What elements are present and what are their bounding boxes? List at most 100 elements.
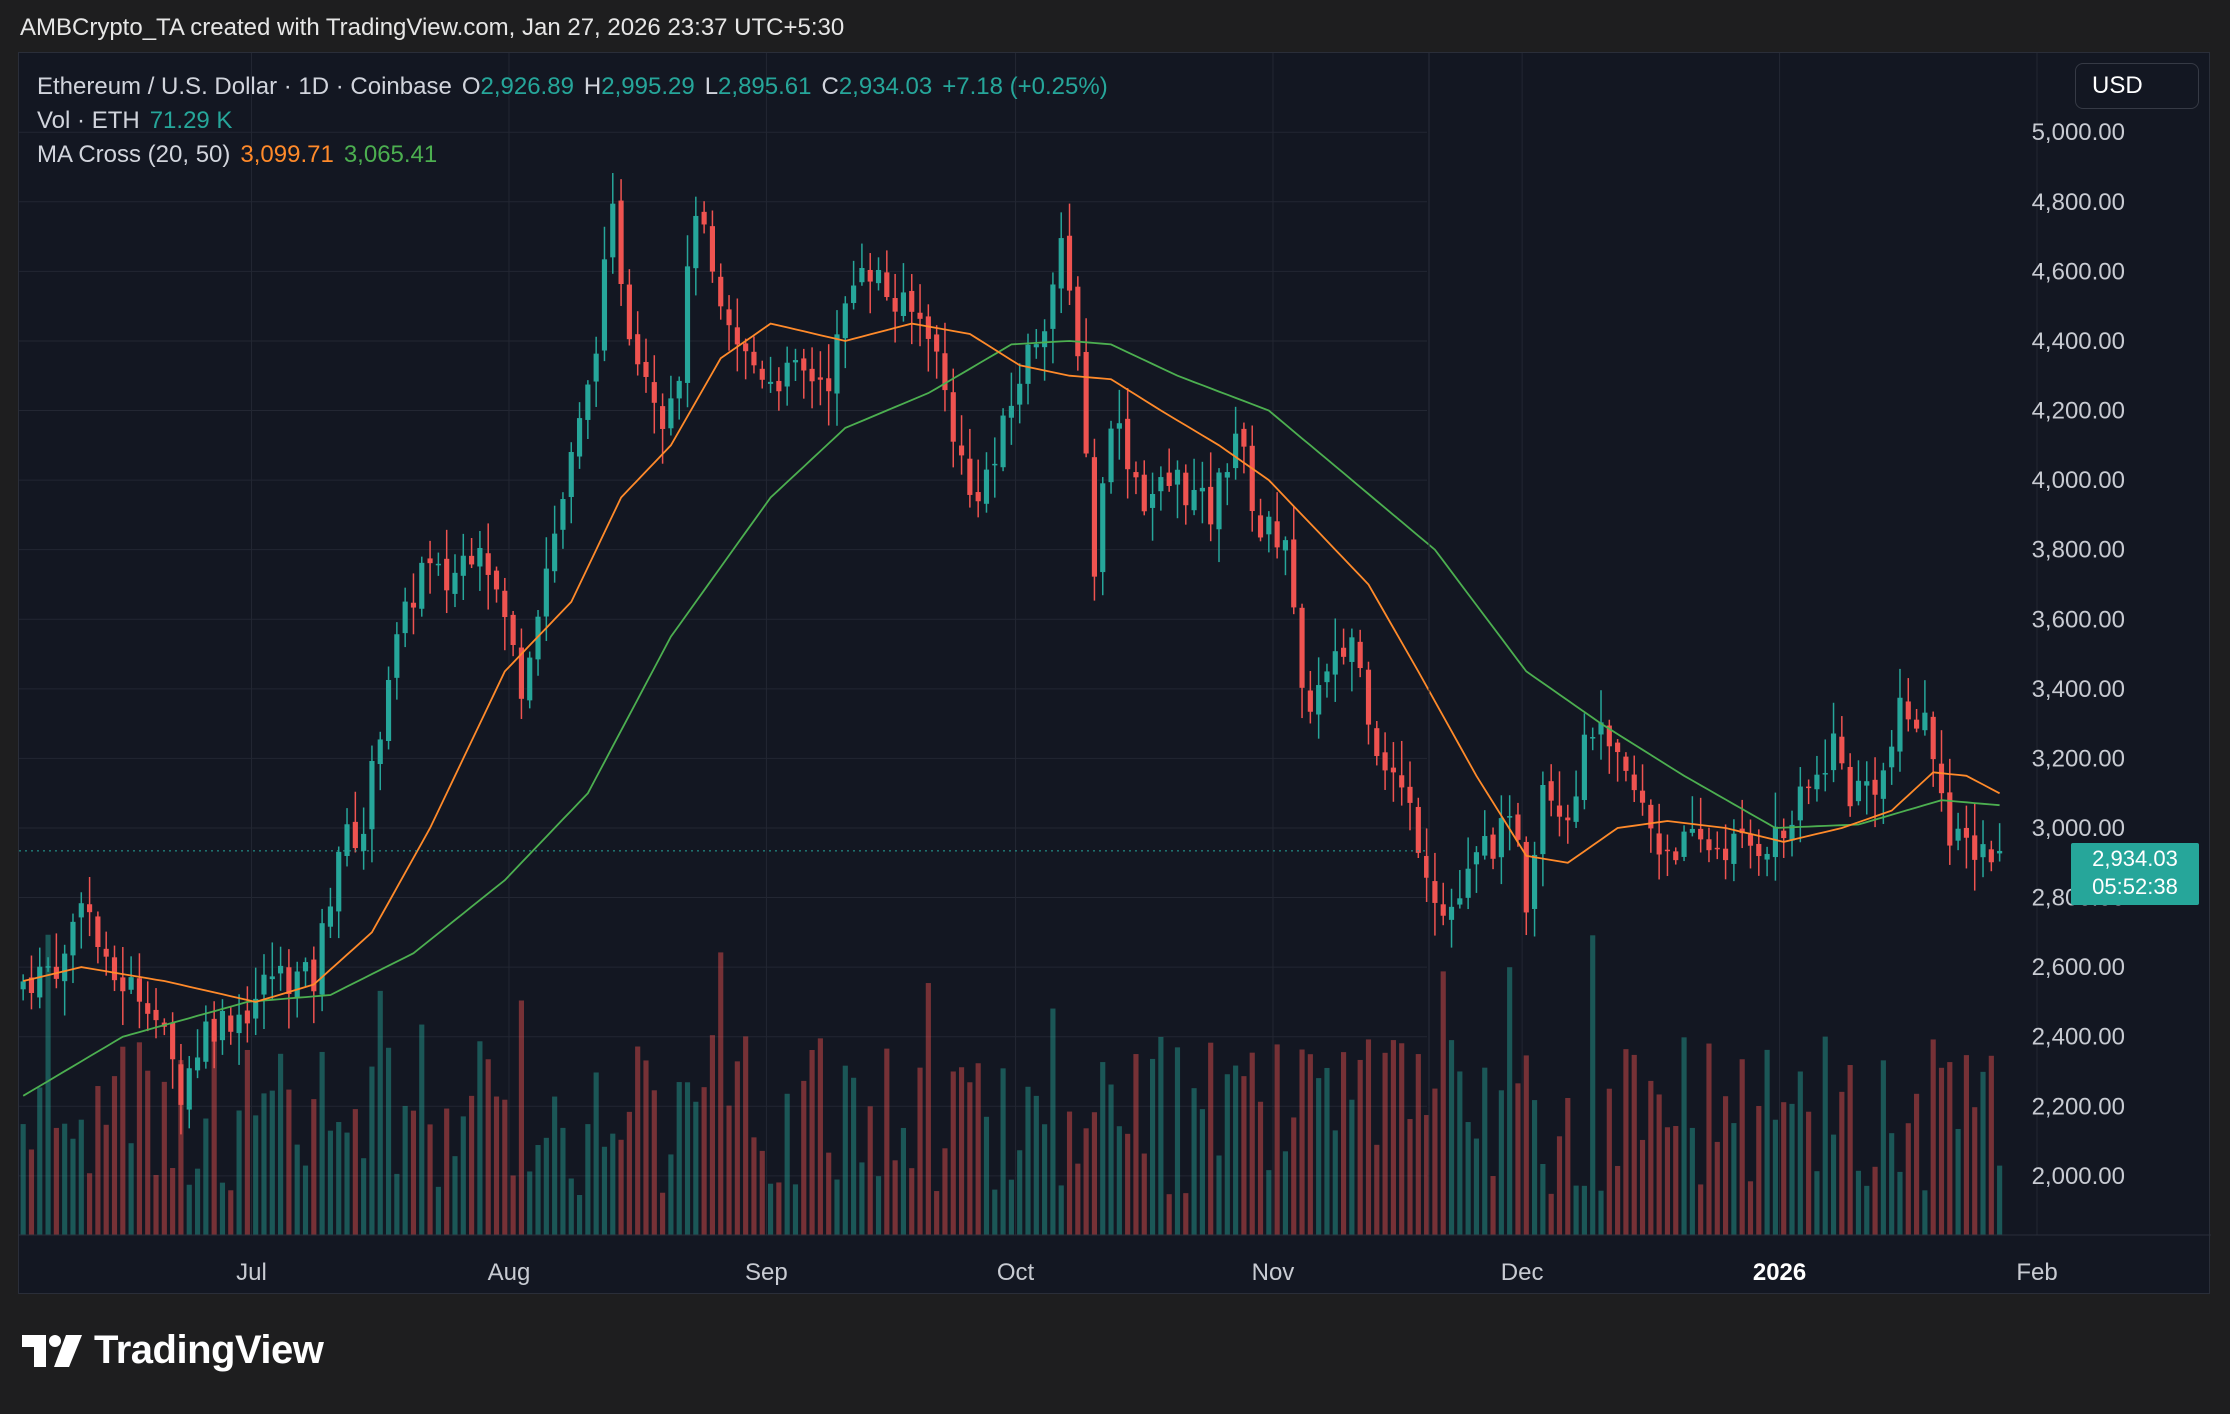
price-tick-label: 4,000.00: [2032, 467, 2125, 494]
symbol-title[interactable]: Ethereum / U.S. Dollar · 1D · Coinbase: [37, 73, 452, 100]
candle-body: [834, 334, 840, 394]
volume-bar: [253, 1115, 259, 1235]
candle-body: [120, 977, 126, 992]
volume-bar: [726, 1105, 732, 1235]
volume-bar: [327, 1130, 333, 1235]
volume-bar: [967, 1082, 973, 1235]
tradingview-logo[interactable]: TradingView: [22, 1328, 324, 1373]
price-tick-label: 4,400.00: [2032, 328, 2125, 355]
volume-bar: [1125, 1133, 1131, 1235]
candle-body: [319, 923, 325, 995]
volume-bar: [1291, 1117, 1297, 1235]
volume-bar: [1664, 1127, 1671, 1235]
volume-bar: [1457, 1071, 1463, 1235]
volume-bar: [576, 1194, 583, 1235]
volume-bar: [759, 1150, 765, 1235]
price-tick-label: 4,800.00: [2032, 189, 2125, 216]
volume-bar: [651, 1090, 657, 1235]
volume-bar: [1482, 1067, 1488, 1235]
candle-body: [1590, 737, 1596, 739]
candle-body: [1498, 818, 1504, 858]
volume-bar: [1307, 1054, 1313, 1235]
candle-body: [1332, 651, 1338, 675]
candle-body: [1955, 828, 1961, 841]
candle-body: [1623, 756, 1629, 771]
candle-body: [1224, 472, 1230, 478]
volume-bar: [1158, 1036, 1164, 1235]
volume-bar: [1698, 1184, 1704, 1235]
candle-body: [1548, 781, 1554, 801]
volume-bar: [676, 1082, 682, 1235]
volume-bar: [244, 1049, 250, 1235]
candle-body: [543, 568, 549, 617]
candle-body: [1448, 906, 1455, 920]
candle-body: [917, 312, 923, 319]
volume-bar: [635, 1046, 641, 1235]
candle-body: [1473, 852, 1480, 865]
volume-bar: [1473, 1138, 1480, 1235]
volume-bar: [1789, 1103, 1795, 1235]
volume-legend[interactable]: Vol · ETH 71.29 K: [37, 107, 242, 135]
candle-body: [469, 555, 475, 565]
volume-bar: [111, 1076, 118, 1235]
candle-body: [194, 1057, 201, 1071]
grid-lines: [19, 53, 2038, 1235]
volume-bar: [1556, 1136, 1563, 1235]
change-value: +7.18 (+0.25%): [942, 73, 1108, 100]
candle-body: [884, 272, 890, 298]
volume-bar: [1565, 1097, 1571, 1235]
candle-body: [552, 533, 558, 572]
volume-bar: [1631, 1054, 1637, 1235]
candle-body: [286, 967, 292, 995]
chart-canvas[interactable]: 2,000.002,200.002,400.002,600.002,800.00…: [19, 53, 2211, 1295]
candle-body: [518, 647, 524, 699]
chart-panel[interactable]: 2,000.002,200.002,400.002,600.002,800.00…: [18, 52, 2211, 1295]
volume-bar: [1872, 1166, 1878, 1235]
time-tick-label: Dec: [1501, 1259, 1544, 1286]
volume-bar: [1490, 1176, 1496, 1235]
volume-bar: [502, 1099, 508, 1235]
last-price: 2,934.03: [2092, 846, 2178, 871]
candle-body: [851, 285, 857, 304]
volume-bar: [78, 1119, 84, 1235]
candle-body: [153, 1009, 159, 1021]
candle-body: [734, 327, 740, 345]
volume-bar: [269, 1090, 275, 1235]
ma-cross-legend[interactable]: MA Cross (20, 50) 3,099.71 3,065.41: [37, 141, 447, 169]
candle-body: [958, 445, 965, 456]
candle-body: [1781, 830, 1787, 839]
candle-body: [1208, 486, 1214, 525]
candle-body: [485, 553, 491, 575]
candle-body: [1905, 701, 1911, 720]
candle-body: [1274, 521, 1280, 548]
volume-bar: [385, 1047, 392, 1235]
time-tick-label: Nov: [1252, 1259, 1295, 1286]
volume-bar: [1880, 1060, 1886, 1235]
candle-body: [302, 962, 309, 972]
candle-body: [975, 492, 981, 502]
volume-bar: [1316, 1078, 1322, 1235]
volume-bar: [1581, 1185, 1587, 1235]
volume-bar: [1988, 1055, 1994, 1235]
volume-bar: [194, 1168, 201, 1235]
volume-bar: [1357, 1059, 1363, 1235]
candle-body: [1515, 814, 1521, 840]
candle-body: [410, 602, 417, 608]
volume-bar: [20, 1124, 26, 1235]
volume-bar: [128, 1143, 134, 1235]
volume-bar: [1764, 1049, 1770, 1235]
currency-button[interactable]: USD: [2075, 63, 2199, 109]
candle-body: [170, 1022, 176, 1060]
candle-body: [1756, 843, 1762, 857]
volume-bar: [1075, 1163, 1081, 1235]
volume-bar: [1615, 1165, 1621, 1235]
candle-body: [718, 276, 724, 307]
candle-body: [186, 1068, 192, 1110]
volume-bar: [626, 1111, 632, 1235]
volume-bar: [336, 1122, 342, 1235]
volume-bar: [983, 1116, 990, 1235]
volume-bar: [1822, 1036, 1828, 1235]
volume-bar: [950, 1071, 956, 1235]
volume-bar: [1855, 1170, 1862, 1235]
volume-bar: [1133, 1054, 1139, 1235]
